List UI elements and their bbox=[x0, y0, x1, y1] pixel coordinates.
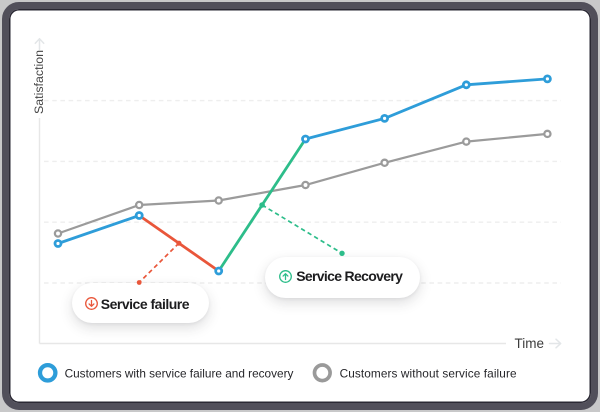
svg-text:Satisfaction: Satisfaction bbox=[32, 50, 46, 114]
svg-text:Customers without service fail: Customers without service failure bbox=[340, 366, 517, 380]
svg-text:Customers with service failure: Customers with service failure and recov… bbox=[65, 366, 294, 380]
svg-text:Time: Time bbox=[515, 336, 545, 351]
